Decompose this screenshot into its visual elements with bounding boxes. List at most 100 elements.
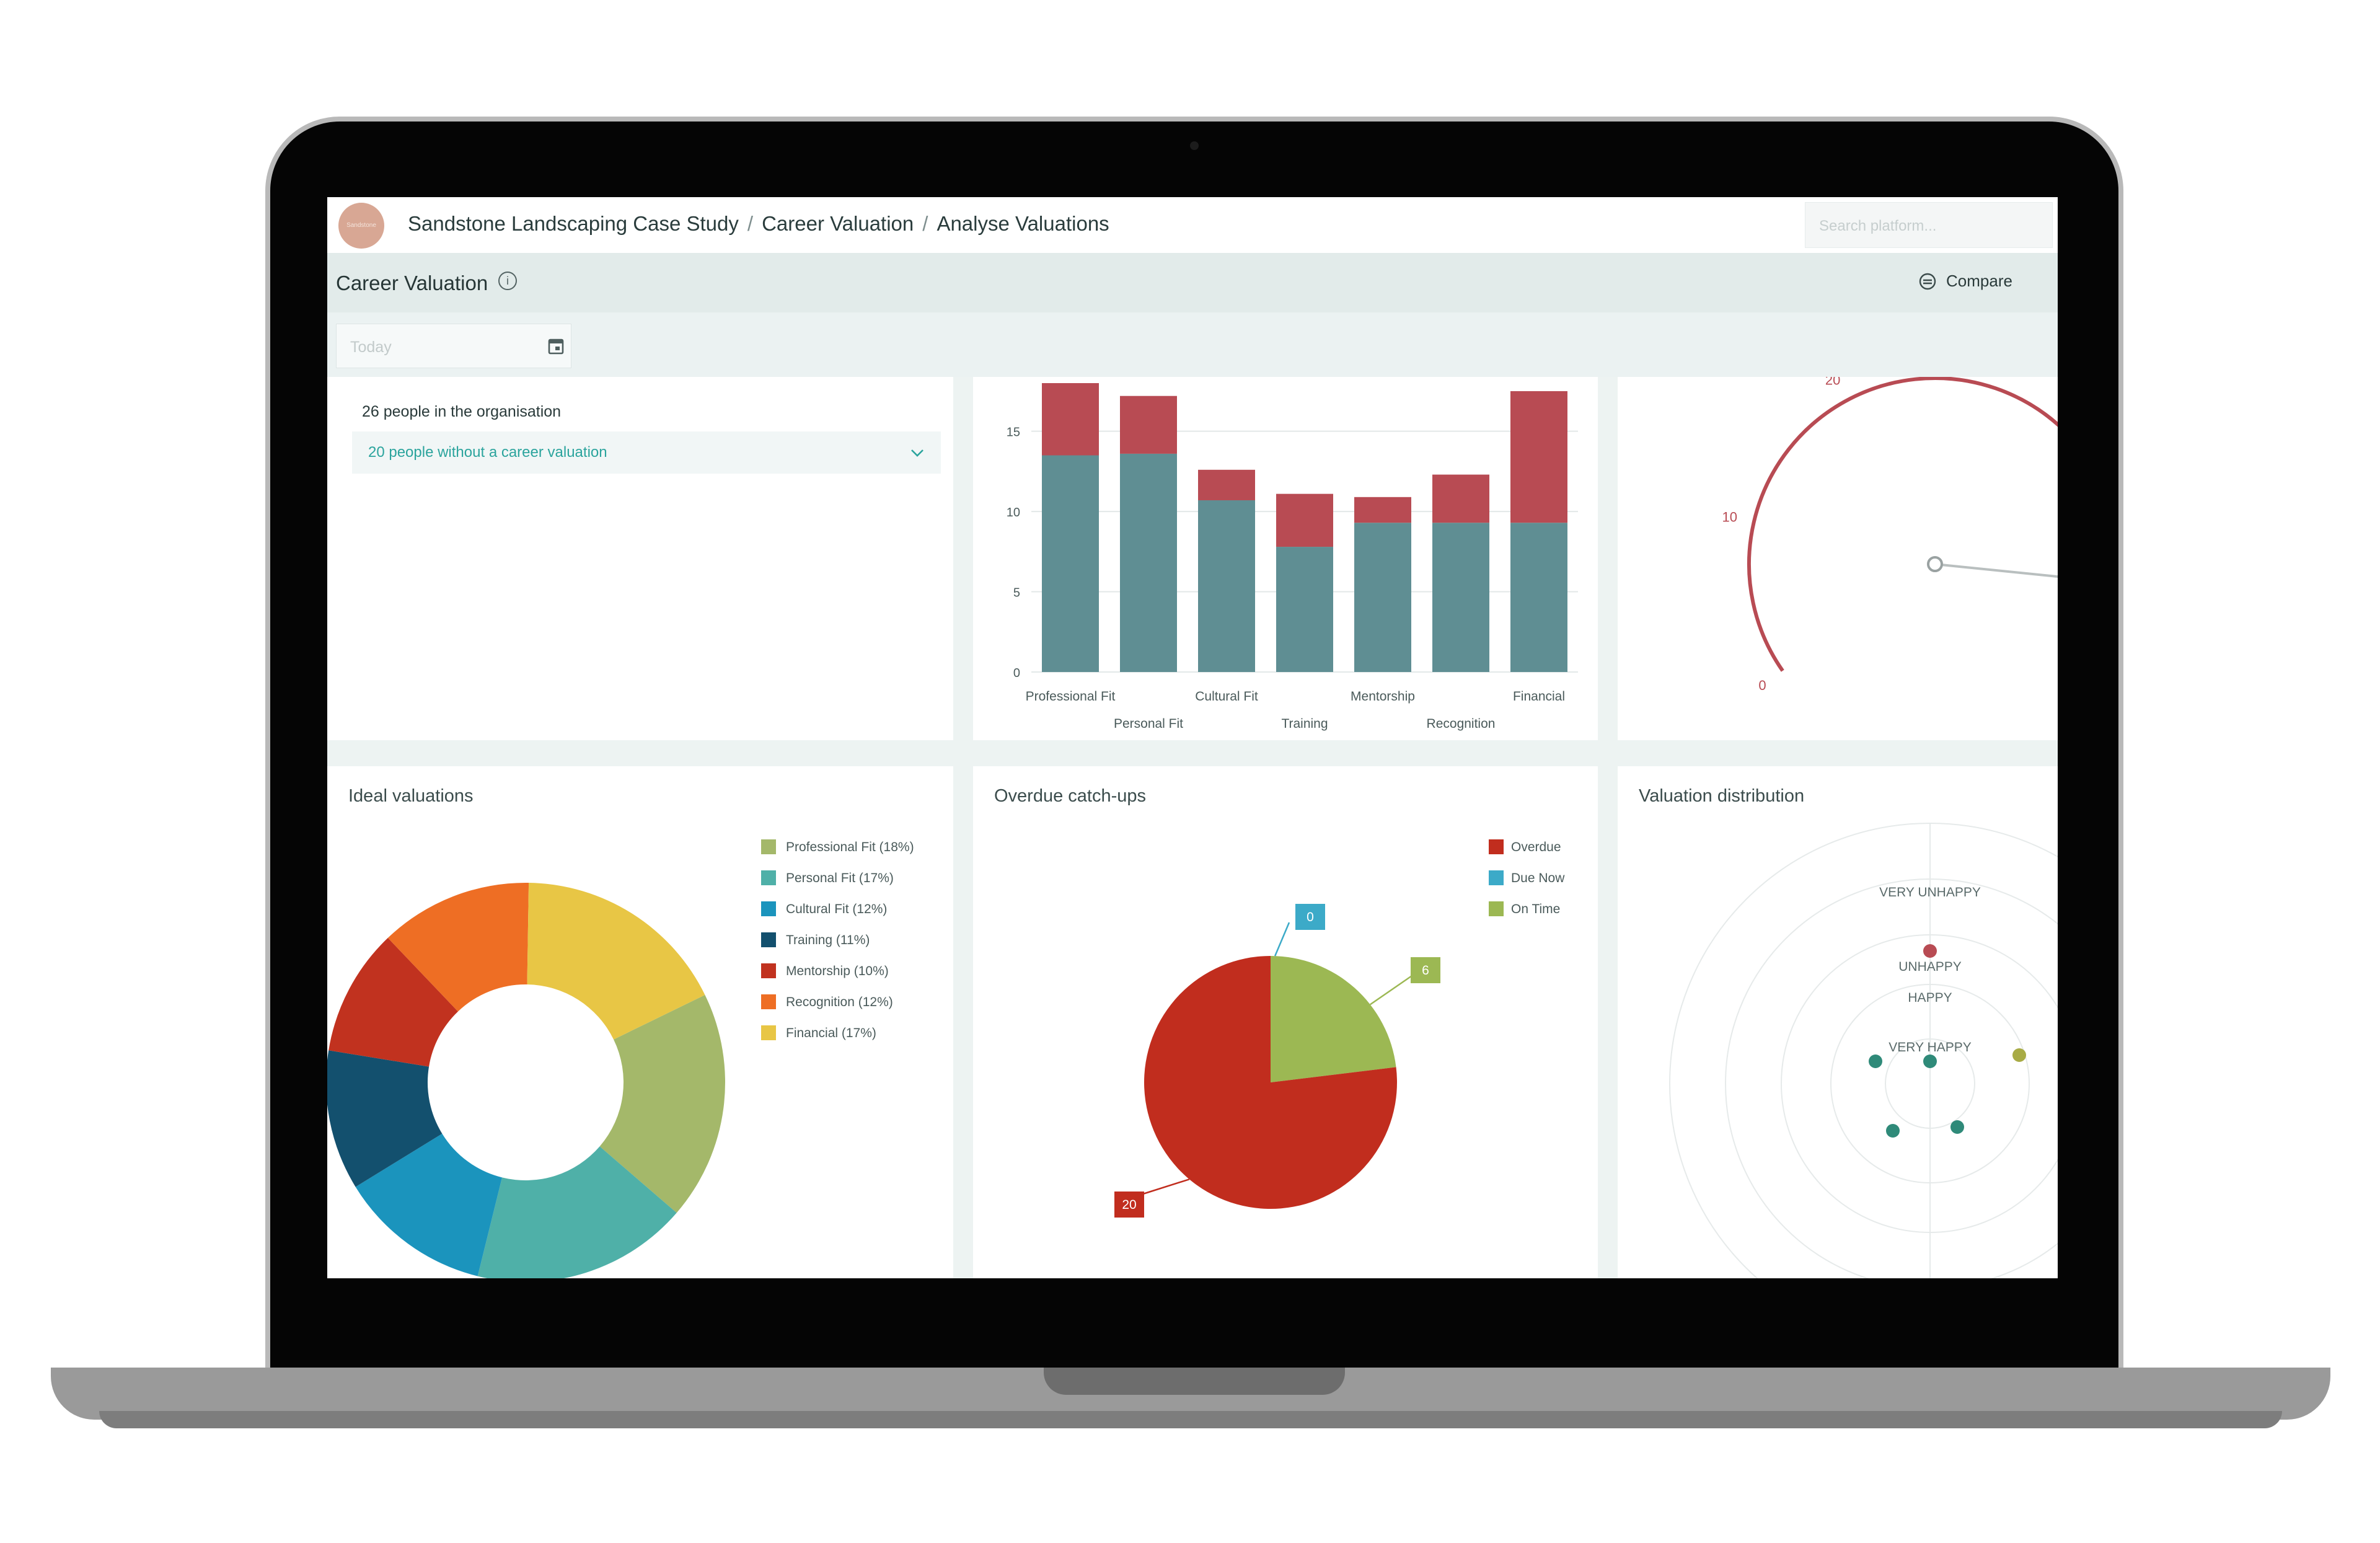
legend-label: Due Now [1511,871,1565,885]
legend-label: On Time [1511,902,1560,916]
callout-label: 20 [1122,1198,1136,1212]
breadcrumb: Sandstone Landscaping Case Study / Career … [408,212,1109,236]
bar-segment [1276,547,1333,672]
calendar-icon[interactable] [548,337,564,355]
bar-segment [1198,500,1255,672]
bar-segment [1042,383,1099,456]
company-logo[interactable]: Sandstone [338,203,384,249]
gauge-needle [1934,563,2058,578]
valuation-bar-chart-card: 0 5 10 15 Professional Fit Personal Fit Cultur… [973,377,1598,740]
compare-button[interactable]: Compare [1946,272,2012,290]
info-icon[interactable]: i [498,272,517,290]
legend-swatch [761,932,776,947]
donut-slice [599,994,725,1213]
ring-label: UNHAPPY [1898,960,1962,974]
page-title: Career Valuation [336,272,488,294]
x-tick-label: Recognition [1427,717,1496,731]
legend-swatch [761,901,776,916]
bar-segment [1354,497,1411,523]
chevron-down-icon [911,449,923,457]
stacked-bar-chart: 0 5 10 15 Professional Fit Personal Fit Cultur… [1007,383,1578,731]
gauge-tick-label: 0 [1758,678,1766,693]
legend-label: Financial (17%) [786,1026,876,1040]
date-picker-input[interactable]: Today [336,324,571,368]
bar-segment [1354,523,1411,672]
valuation-distribution-chart: VERY UNHAPPY UNHAPPY HAPPY VERY HAPPY [1669,823,2058,1278]
y-tick-label: 5 [1013,586,1020,600]
distribution-ring [1725,878,2058,1278]
donut-slice [527,883,705,1040]
callout-line [1274,922,1290,957]
distribution-point [1869,1054,1882,1068]
x-tick-label: Professional Fit [1026,689,1116,704]
legend-swatch [1489,839,1504,854]
breadcrumb-item-analyse[interactable]: Analyse Valuations [937,212,1109,235]
bar-segment [1042,455,1099,672]
card-title: Valuation distribution [1639,786,1805,806]
pie-slice [1144,956,1397,1209]
legend-swatch [1489,901,1504,916]
camera-dot [1190,141,1199,150]
breadcrumb-item-career-valuation[interactable]: Career Valuation [762,212,914,235]
callout-box [1114,1192,1144,1218]
card-title: Ideal valuations [348,786,474,806]
legend-label: Recognition (12%) [786,995,893,1009]
legend-label: Cultural Fit (12%) [786,902,887,916]
search-input[interactable]: Search platform... [1805,202,2053,248]
ring-label: VERY HAPPY [1889,1040,1971,1054]
ring-label: HAPPY [1908,991,1952,1005]
bar-segment [1276,493,1333,547]
y-tick-label: 15 [1007,426,1020,440]
overdue-catchups-card: Overdue catch-ups 0 6 20 Overdue Due Now On T… [973,766,1598,1278]
legend-label: Professional Fit (18%) [786,840,914,854]
x-tick-label: Cultural Fit [1195,689,1258,704]
valuation-distribution-card: Valuation distribution VERY UNHAPPY UNHAP… [1618,766,2058,1278]
legend-swatch [761,870,776,885]
callout-line [1142,1178,1190,1195]
gauge-pivot [1927,556,1943,572]
gauge-card: 01020304050 [1618,377,2058,740]
callout-label: 0 [1307,910,1314,924]
compare-icon[interactable] [1918,272,1937,291]
distribution-point [1950,1120,1964,1134]
bar-segment [1120,453,1177,672]
breadcrumb-item-case-study[interactable]: Sandstone Landscaping Case Study [408,212,739,235]
callout-label: 6 [1422,963,1429,978]
legend-swatch [761,1025,776,1040]
distribution-point [2012,1048,2026,1062]
score-gauge: 01020304050 [1722,377,2058,693]
breadcrumb-separator: / [747,212,754,235]
bar-segment [1510,391,1567,523]
people-count-text: 26 people in the organisation [362,403,562,420]
overdue-pie-chart: 0 6 20 Overdue Due Now On Time [1114,839,1565,1218]
x-tick-label: Training [1281,717,1328,731]
distribution-ring [1781,934,2058,1233]
top-bar: Sandstone Sandstone Landscaping Case Stu… [327,197,2058,253]
donut-slice [355,1133,503,1276]
card-title: Overdue catch-ups [994,786,1147,806]
legend-label: Mentorship (10%) [786,964,889,978]
legend-swatch [1489,870,1504,885]
x-tick-label: Personal Fit [1114,717,1183,731]
callout-box [1411,957,1440,983]
breadcrumb-separator: / [922,212,928,235]
gauge-tick-label: 10 [1722,510,1737,525]
gauge-arc-low [1747,377,2058,672]
x-tick-label: Financial [1513,689,1565,704]
bar-segment [1510,523,1567,672]
donut-slice [327,1050,443,1187]
bar-segment [1198,469,1255,500]
callout-box [1295,904,1325,930]
legend-label: Personal Fit (17%) [786,871,894,885]
filter-bar: Today [327,312,2058,377]
y-tick-label: 0 [1013,666,1020,680]
y-tick-label: 10 [1007,506,1020,519]
distribution-point [1923,944,1937,958]
distribution-point [1886,1124,1900,1138]
bar-segment [1120,396,1177,454]
legend-swatch [761,994,776,1009]
people-without-valuation-dropdown[interactable]: 20 people without a career valuation [352,431,941,474]
bar-segment [1432,474,1489,523]
legend-swatch [761,963,776,978]
ideal-valuations-card: Ideal valuations Professional Fit (18%) P… [327,766,953,1278]
